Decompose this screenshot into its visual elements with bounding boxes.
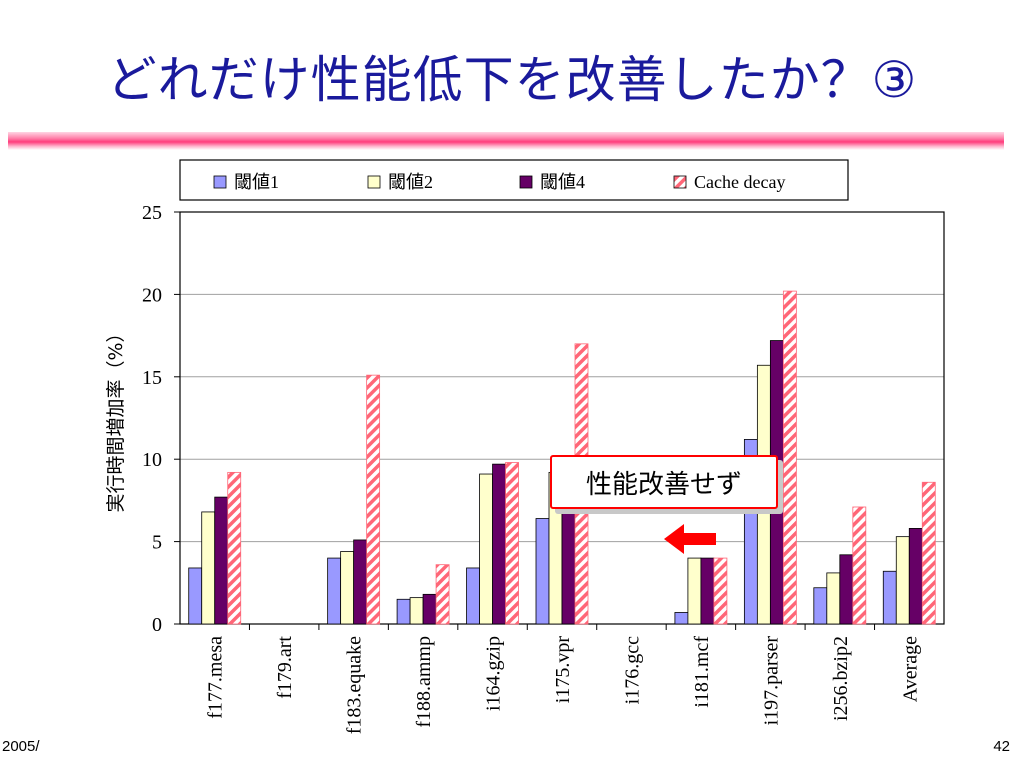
bar-f188.ammp-2 <box>409 597 424 625</box>
left-arrow-icon <box>664 524 716 554</box>
footer-date: 2005/ <box>2 738 40 755</box>
legend-swatch <box>367 175 381 189</box>
legend-label: 閾値2 <box>388 172 433 192</box>
x-tick-label: f188.ammp <box>413 636 435 728</box>
slide-title: どれだけ性能低下を改善したか？③ <box>106 51 918 109</box>
bar-Average-3 <box>908 528 923 625</box>
bar-f183.equake-1 <box>327 557 342 625</box>
title-rule <box>8 132 1004 150</box>
bar-f177.mesa-1 <box>188 567 203 625</box>
y-axis-label: 実行時間増加率（%） <box>105 323 127 512</box>
legend-label: 閾値4 <box>540 172 585 192</box>
legend-label: 閾値1 <box>234 172 279 192</box>
bar-i181.mcf-3 <box>700 557 715 625</box>
x-tick-label: i175.vpr <box>552 636 574 704</box>
x-tick-label: i256.bzip2 <box>830 636 852 721</box>
bar-f177.mesa-4 <box>227 471 242 625</box>
bar-Average-4 <box>921 481 936 625</box>
bar-i197.parser-4 <box>782 290 797 625</box>
callout-no-improvement: 性能改善せず <box>550 455 778 509</box>
bar-i181.mcf-2 <box>687 557 702 625</box>
y-tick-label: 10 <box>142 449 162 471</box>
bar-i164.gzip-1 <box>466 567 480 625</box>
x-tick-label: i197.parser <box>760 636 782 726</box>
x-tick-label: i164.gzip <box>483 636 505 711</box>
legend-swatch <box>519 175 533 189</box>
bars <box>188 290 936 625</box>
bar-f188.ammp-3 <box>422 593 437 625</box>
bar-i256.bzip2-4 <box>852 506 867 625</box>
bar-f188.ammp-1 <box>396 598 411 625</box>
legend-label: Cache decay <box>694 172 785 192</box>
bar-f183.equake-4 <box>366 374 381 625</box>
y-tick-label: 15 <box>142 367 162 389</box>
bar-Average-2 <box>895 536 910 625</box>
y-tick-label: 20 <box>142 284 162 306</box>
bar-f188.ammp-4 <box>435 564 450 625</box>
bar-i256.bzip2-1 <box>813 587 828 625</box>
bar-Average-1 <box>882 570 897 625</box>
bar-f183.equake-2 <box>340 551 355 625</box>
bar-i164.gzip-4 <box>505 462 519 625</box>
bar-f177.mesa-3 <box>214 496 229 625</box>
y-tick-label: 25 <box>142 202 162 224</box>
legend: 閾値1 閾値2 閾値4 Cache decay <box>179 159 849 201</box>
y-axis-ticks: 0 5 10 15 20 25 <box>142 202 180 636</box>
x-tick-label: f183.equake <box>344 636 366 734</box>
x-tick-label: i176.gcc <box>621 636 643 704</box>
bar-i175.vpr-1 <box>535 518 550 625</box>
x-tick-label: f179.art <box>274 636 296 699</box>
bar-f183.equake-3 <box>353 539 368 625</box>
page-number: 42 <box>993 738 1010 755</box>
legend-box <box>179 159 849 201</box>
bar-i256.bzip2-3 <box>839 554 854 625</box>
bar-i164.gzip-3 <box>492 463 506 625</box>
bar-i164.gzip-2 <box>479 473 493 625</box>
x-tick-label: f177.mesa <box>205 636 227 719</box>
x-tick-label: Average <box>899 636 921 702</box>
x-axis-labels: f177.mesa f179.art f183.equake f188.ammp i16… <box>205 624 921 734</box>
bar-i256.bzip2-2 <box>826 572 841 625</box>
bar-i181.mcf-4 <box>713 557 728 625</box>
y-tick-label: 0 <box>152 614 162 636</box>
y-tick-label: 5 <box>152 532 162 554</box>
bar-f177.mesa-2 <box>201 511 216 625</box>
legend-swatch <box>673 175 687 189</box>
bar-i181.mcf-1 <box>674 612 689 625</box>
x-tick-label: i181.mcf <box>691 636 713 708</box>
legend-swatch <box>213 175 227 189</box>
